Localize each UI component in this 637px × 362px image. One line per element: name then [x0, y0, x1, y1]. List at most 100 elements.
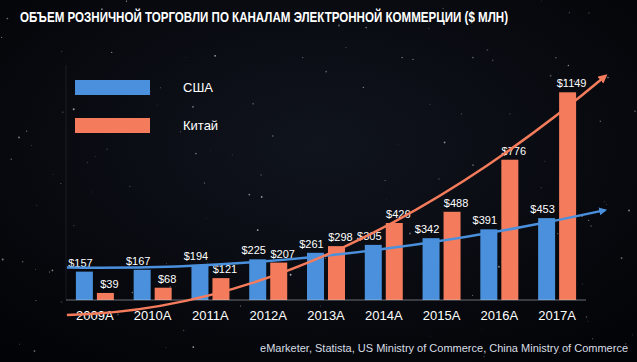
star — [588, 220, 589, 221]
x-tick-label: 2014A — [365, 308, 403, 323]
star — [345, 47, 347, 49]
star — [430, 335, 432, 337]
bar — [97, 293, 114, 300]
data-label: $167 — [126, 255, 150, 267]
x-axis-line — [66, 300, 586, 301]
data-label: $261 — [299, 238, 323, 250]
star — [10, 158, 12, 160]
star — [156, 104, 158, 106]
star — [412, 59, 413, 60]
star — [621, 257, 623, 259]
star — [61, 51, 62, 52]
chart: ОБЪЕМ РОЗНИЧНОЙ ТОРГОВЛИ ПО КАНАЛАМ ЭЛЕК… — [0, 0, 637, 362]
bar — [365, 245, 382, 300]
star — [568, 65, 569, 66]
star — [31, 145, 33, 147]
star — [204, 182, 205, 183]
star — [588, 12, 589, 13]
star — [290, 274, 292, 276]
legend-swatch — [75, 118, 150, 133]
star — [192, 346, 194, 348]
star — [160, 87, 161, 88]
data-label: $298 — [328, 231, 352, 243]
star — [603, 201, 605, 203]
star — [240, 305, 241, 306]
star — [166, 262, 168, 264]
star — [544, 161, 545, 162]
star — [385, 198, 387, 200]
star — [52, 270, 54, 272]
star — [605, 204, 607, 206]
star — [169, 286, 171, 288]
star — [272, 135, 274, 137]
star — [26, 130, 27, 131]
star — [472, 164, 474, 166]
x-tick-label: 2013A — [307, 308, 345, 323]
star — [183, 330, 185, 332]
star — [195, 153, 197, 155]
star — [205, 218, 207, 220]
title: ОБЪЕМ РОЗНИЧНОЙ ТОРГОВЛИ ПО КАНАЛАМ ЭЛЕК… — [20, 8, 508, 25]
star — [492, 60, 494, 62]
star — [214, 55, 216, 57]
star — [628, 210, 630, 212]
star — [261, 174, 262, 175]
star — [34, 350, 36, 352]
data-labels: $157$167$194$225$261$305$342$391$453$39$… — [68, 77, 586, 290]
star — [111, 52, 112, 53]
data-label: $1149 — [557, 77, 587, 89]
star — [541, 187, 542, 188]
star — [442, 210, 444, 212]
legend: СШАКитай — [75, 80, 218, 133]
star — [232, 154, 233, 155]
star — [86, 162, 88, 164]
star — [252, 103, 254, 105]
star — [557, 233, 558, 234]
bar — [480, 229, 497, 300]
star — [192, 106, 194, 108]
star — [185, 57, 187, 59]
star — [592, 338, 593, 339]
star — [429, 103, 431, 105]
star — [444, 142, 446, 144]
star — [117, 314, 119, 316]
x-tick-label: 2015A — [423, 308, 461, 323]
star — [587, 321, 588, 322]
star — [132, 292, 134, 294]
star — [428, 28, 430, 30]
star — [298, 268, 299, 269]
star — [62, 112, 63, 113]
source: eMarketer, Statista, US Ministry of Comm… — [260, 342, 628, 354]
y-axis-line — [66, 65, 67, 300]
star — [60, 183, 62, 185]
star — [165, 347, 167, 349]
star — [94, 156, 96, 158]
data-label: $453 — [530, 203, 554, 215]
star — [461, 113, 462, 114]
star — [126, 1, 127, 2]
star — [180, 131, 181, 132]
star — [472, 57, 474, 59]
star — [129, 186, 130, 187]
star — [498, 266, 500, 268]
bar — [386, 223, 403, 300]
star — [35, 269, 37, 271]
star — [175, 285, 177, 287]
star — [600, 121, 601, 122]
star — [634, 111, 635, 112]
star — [365, 27, 367, 29]
star — [61, 301, 63, 303]
star — [248, 194, 250, 196]
data-label: $342 — [415, 223, 439, 235]
star — [325, 258, 327, 260]
star — [52, 173, 54, 175]
star — [35, 300, 36, 301]
star — [557, 72, 559, 74]
data-label: $39 — [100, 278, 118, 290]
star — [541, 0, 543, 2]
star — [409, 232, 411, 234]
bar — [444, 212, 461, 300]
stars — [1, 1, 636, 357]
star — [438, 178, 440, 180]
star — [73, 108, 75, 110]
